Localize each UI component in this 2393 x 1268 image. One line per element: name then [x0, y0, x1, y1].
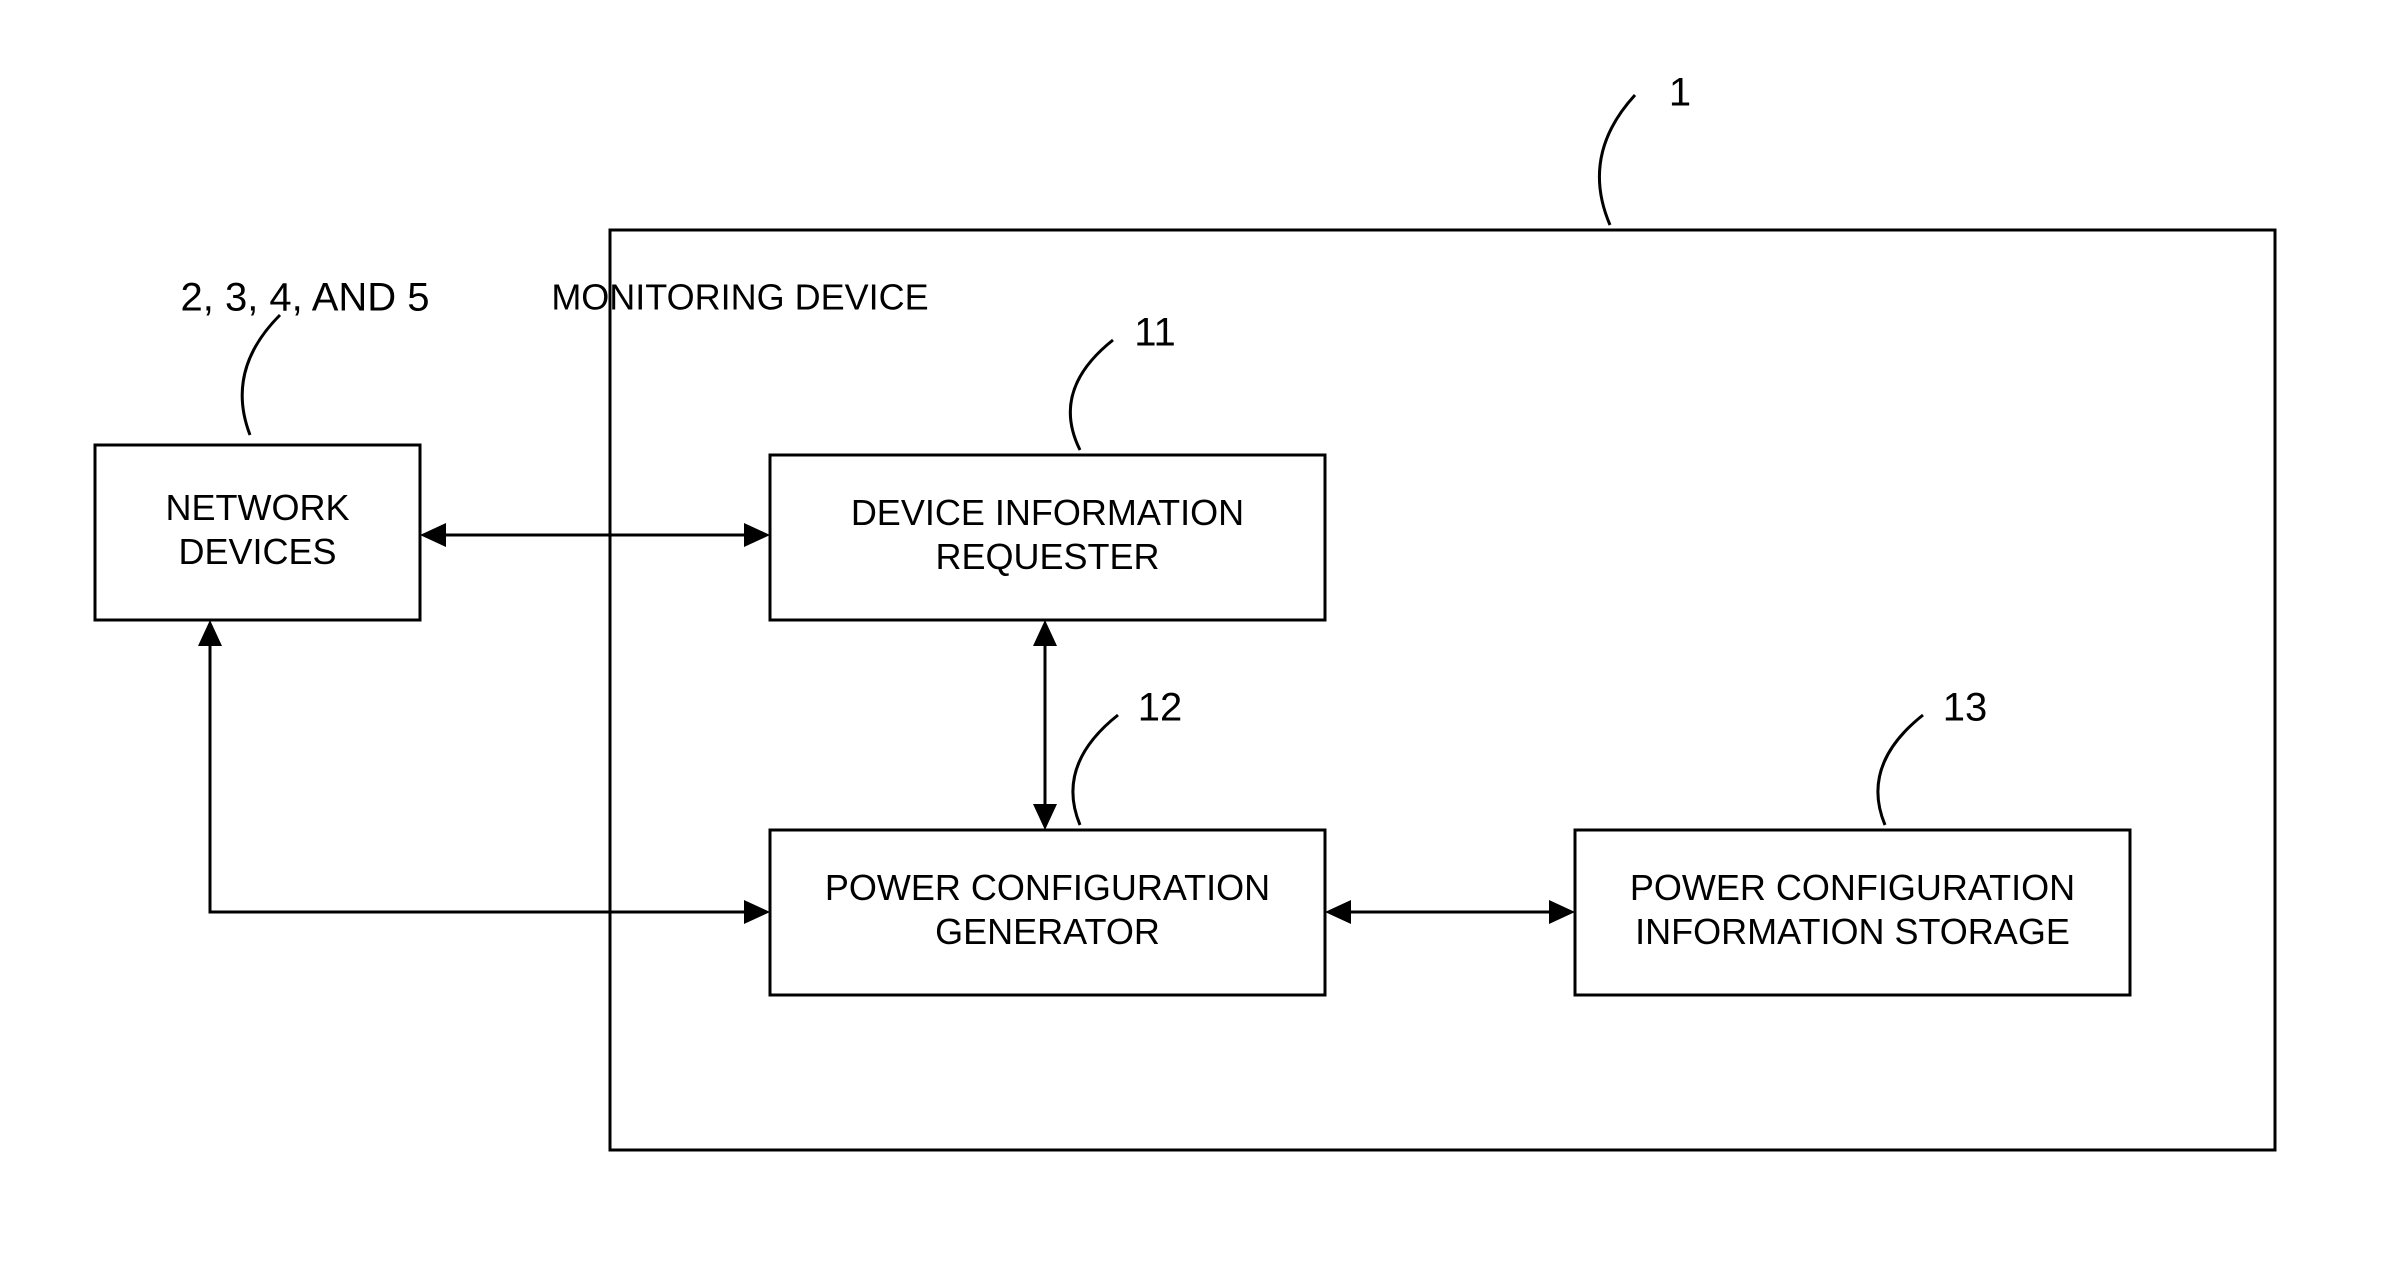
container-title: MONITORING DEVICE: [551, 277, 928, 318]
arrowhead: [198, 620, 222, 646]
arrowhead: [1549, 900, 1575, 924]
network-label-line1: DEVICES: [178, 531, 336, 572]
requester-label-line0: DEVICE INFORMATION: [851, 492, 1244, 533]
arrowhead: [420, 523, 446, 547]
network-label-line0: NETWORK: [166, 487, 350, 528]
arrowhead: [1325, 900, 1351, 924]
block-diagram: MONITORING DEVICE 1 NETWORKDEVICES 2, 3, 4,…: [0, 0, 2393, 1268]
storage-label-line1: INFORMATION STORAGE: [1635, 911, 2070, 952]
monitoring-device-container: [610, 230, 2275, 1150]
arrowhead: [1033, 620, 1057, 646]
requester-label-line1: REQUESTER: [935, 536, 1159, 577]
storage-label-line0: POWER CONFIGURATION: [1630, 867, 2075, 908]
arrowhead: [744, 523, 770, 547]
ref-leader: [1599, 95, 1635, 225]
arrowhead: [744, 900, 770, 924]
generator-ref: 12: [1138, 686, 1183, 730]
network-ref: 2, 3, 4, AND 5: [180, 276, 429, 320]
container-ref: 1: [1669, 71, 1691, 115]
storage-ref: 13: [1943, 686, 1988, 730]
ref-leader: [1878, 715, 1923, 825]
connector-elbow: [210, 646, 744, 912]
ref-leader: [1073, 715, 1118, 825]
generator-label-line1: GENERATOR: [935, 911, 1160, 952]
requester-ref: 11: [1134, 311, 1176, 355]
arrowhead: [1033, 804, 1057, 830]
ref-leader: [242, 315, 280, 435]
ref-leader: [1070, 340, 1113, 450]
generator-label-line0: POWER CONFIGURATION: [825, 867, 1270, 908]
